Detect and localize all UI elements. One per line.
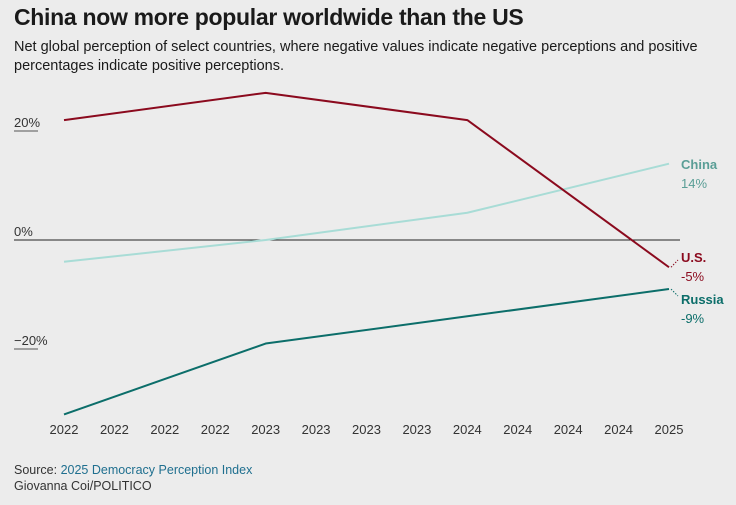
x-tick-label: 2023 bbox=[302, 422, 331, 437]
series-line-russia bbox=[63, 288, 670, 416]
x-tick-label: 2024 bbox=[503, 422, 532, 437]
x-tick-label: 2022 bbox=[100, 422, 129, 437]
label-leader bbox=[670, 288, 679, 297]
chart-subtitle: Net global perception of select countrie… bbox=[14, 39, 698, 74]
x-tick-label: 2024 bbox=[604, 422, 633, 437]
y-axis: 20% 0% −20% bbox=[14, 115, 680, 350]
x-axis: 2022 2022 2022 2022 2023 2023 2023 2023 2024 2024… bbox=[50, 422, 684, 437]
chart-title: China now more popular worldwide than th… bbox=[14, 4, 524, 30]
x-tick-label: 2022 bbox=[50, 422, 79, 437]
series-value-label: -9% bbox=[681, 311, 705, 326]
x-tick-label: 2024 bbox=[453, 422, 482, 437]
x-tick-label: 2023 bbox=[251, 422, 280, 437]
series-value-label: -5% bbox=[681, 269, 705, 284]
series-value-label: 14% bbox=[681, 176, 707, 191]
x-tick-label: 2023 bbox=[352, 422, 381, 437]
source-link[interactable]: 2025 Democracy Perception Index bbox=[60, 463, 253, 477]
label-leader bbox=[670, 259, 679, 268]
footer: Source: 2025 Democracy Perception Index … bbox=[14, 462, 252, 494]
series-name-label: Russia bbox=[681, 292, 724, 307]
y-tick-label: −20% bbox=[14, 333, 48, 348]
series-lines bbox=[63, 91, 670, 416]
x-tick-label: 2025 bbox=[655, 422, 684, 437]
source-prefix: Source: bbox=[14, 463, 61, 477]
x-tick-label: 2022 bbox=[201, 422, 230, 437]
credit-line: Giovanna Coi/POLITICO bbox=[14, 479, 152, 493]
series-name-label: U.S. bbox=[681, 250, 706, 265]
series-line-us bbox=[63, 91, 670, 269]
y-tick-label: 20% bbox=[14, 115, 40, 130]
series-labels: China 14% U.S. -5% Russia -9% bbox=[670, 157, 724, 326]
source-line: Source: 2025 Democracy Perception Index bbox=[14, 462, 252, 478]
y-tick-label: 0% bbox=[14, 224, 33, 239]
series-name-label: China bbox=[681, 157, 718, 172]
x-tick-label: 2024 bbox=[554, 422, 583, 437]
series-line-china bbox=[63, 162, 670, 263]
x-tick-label: 2022 bbox=[150, 422, 179, 437]
x-tick-label: 2023 bbox=[402, 422, 431, 437]
